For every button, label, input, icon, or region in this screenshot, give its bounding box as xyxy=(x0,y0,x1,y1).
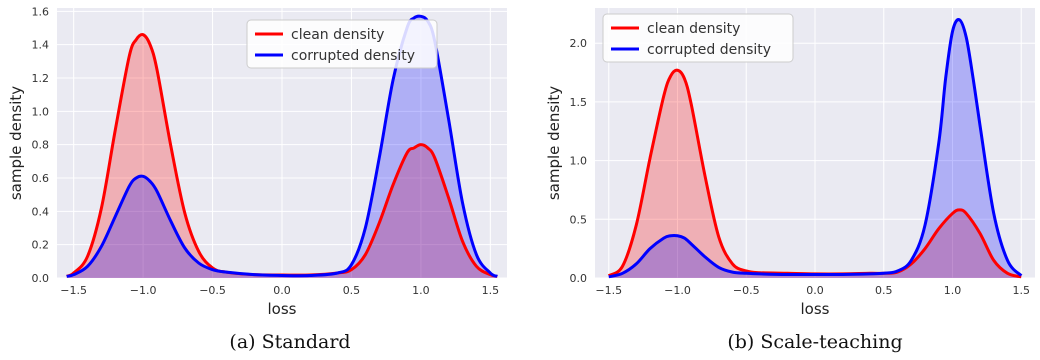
x-tick-label: 1.0 xyxy=(944,284,962,297)
chart-standard: −1.5 −1.0 −0.5 0.0 0.5 1.0 1.5 0.0 0.2 0.4 0.6 0.8 1… xyxy=(7,5,507,318)
y-tick-label: 0.8 xyxy=(32,139,50,152)
y-axis-label: sample density xyxy=(545,86,563,200)
y-tick-label: 0.4 xyxy=(32,205,50,218)
y-tick-label: 0.2 xyxy=(32,239,50,252)
x-tick-label: −1.0 xyxy=(664,284,691,297)
y-tick-label: 1.5 xyxy=(570,96,588,109)
y-tick-label: 0.0 xyxy=(570,272,588,285)
x-tick-label: 0.0 xyxy=(273,284,291,297)
x-tick-label: −1.5 xyxy=(60,284,87,297)
corrupted-density-area xyxy=(66,16,498,279)
x-axis-label: loss xyxy=(801,300,830,318)
x-tick-label: −0.5 xyxy=(733,284,760,297)
y-tick-label: 1.0 xyxy=(32,105,50,118)
caption-standard: (a) Standard xyxy=(229,331,351,353)
y-axis-label: sample density xyxy=(7,86,25,200)
y-tick-label: 0.6 xyxy=(32,172,50,185)
y-tick-label: 2.0 xyxy=(570,37,588,50)
chart-scale-teaching: −1.5 −1.0 −0.5 0.0 0.5 1.0 1.5 0.0 0.5 1.0 1.5 2.0 l… xyxy=(545,8,1035,318)
y-tick-label: 1.2 xyxy=(32,72,50,85)
caption-scale-teaching: (b) Scale-teaching xyxy=(727,331,903,353)
y-tick-label: 1.4 xyxy=(32,39,50,52)
x-tick-label: 0.5 xyxy=(875,284,893,297)
x-tick-label: −1.5 xyxy=(595,284,622,297)
x-tick-label: 1.5 xyxy=(1013,284,1031,297)
legend-box xyxy=(602,13,794,63)
x-tick-label: −0.5 xyxy=(199,284,226,297)
legend: clean density corrupted density xyxy=(246,19,438,69)
x-tick-label: −1.0 xyxy=(130,284,157,297)
x-axis-label: loss xyxy=(268,300,297,318)
y-tick-label: 0.0 xyxy=(32,272,50,285)
legend-label-clean: clean density xyxy=(291,27,384,43)
y-tick-label: 0.5 xyxy=(570,213,588,226)
clean-density-area xyxy=(66,34,498,279)
x-tick-label: 1.0 xyxy=(412,284,430,297)
y-tick-label: 1.6 xyxy=(32,5,50,18)
y-tick-label: 1.0 xyxy=(570,155,588,168)
legend: clean density corrupted density xyxy=(602,13,794,63)
corrupted-density-line xyxy=(608,18,1023,279)
legend-label-corrupted: corrupted density xyxy=(647,42,771,58)
legend-box xyxy=(246,19,438,69)
x-tick-label: 1.5 xyxy=(482,284,500,297)
x-tick-label: 0.5 xyxy=(343,284,361,297)
legend-label-corrupted: corrupted density xyxy=(291,48,415,64)
x-tick-label: 0.0 xyxy=(806,284,824,297)
clean-density-area xyxy=(608,70,1022,278)
legend-label-clean: clean density xyxy=(647,21,740,37)
